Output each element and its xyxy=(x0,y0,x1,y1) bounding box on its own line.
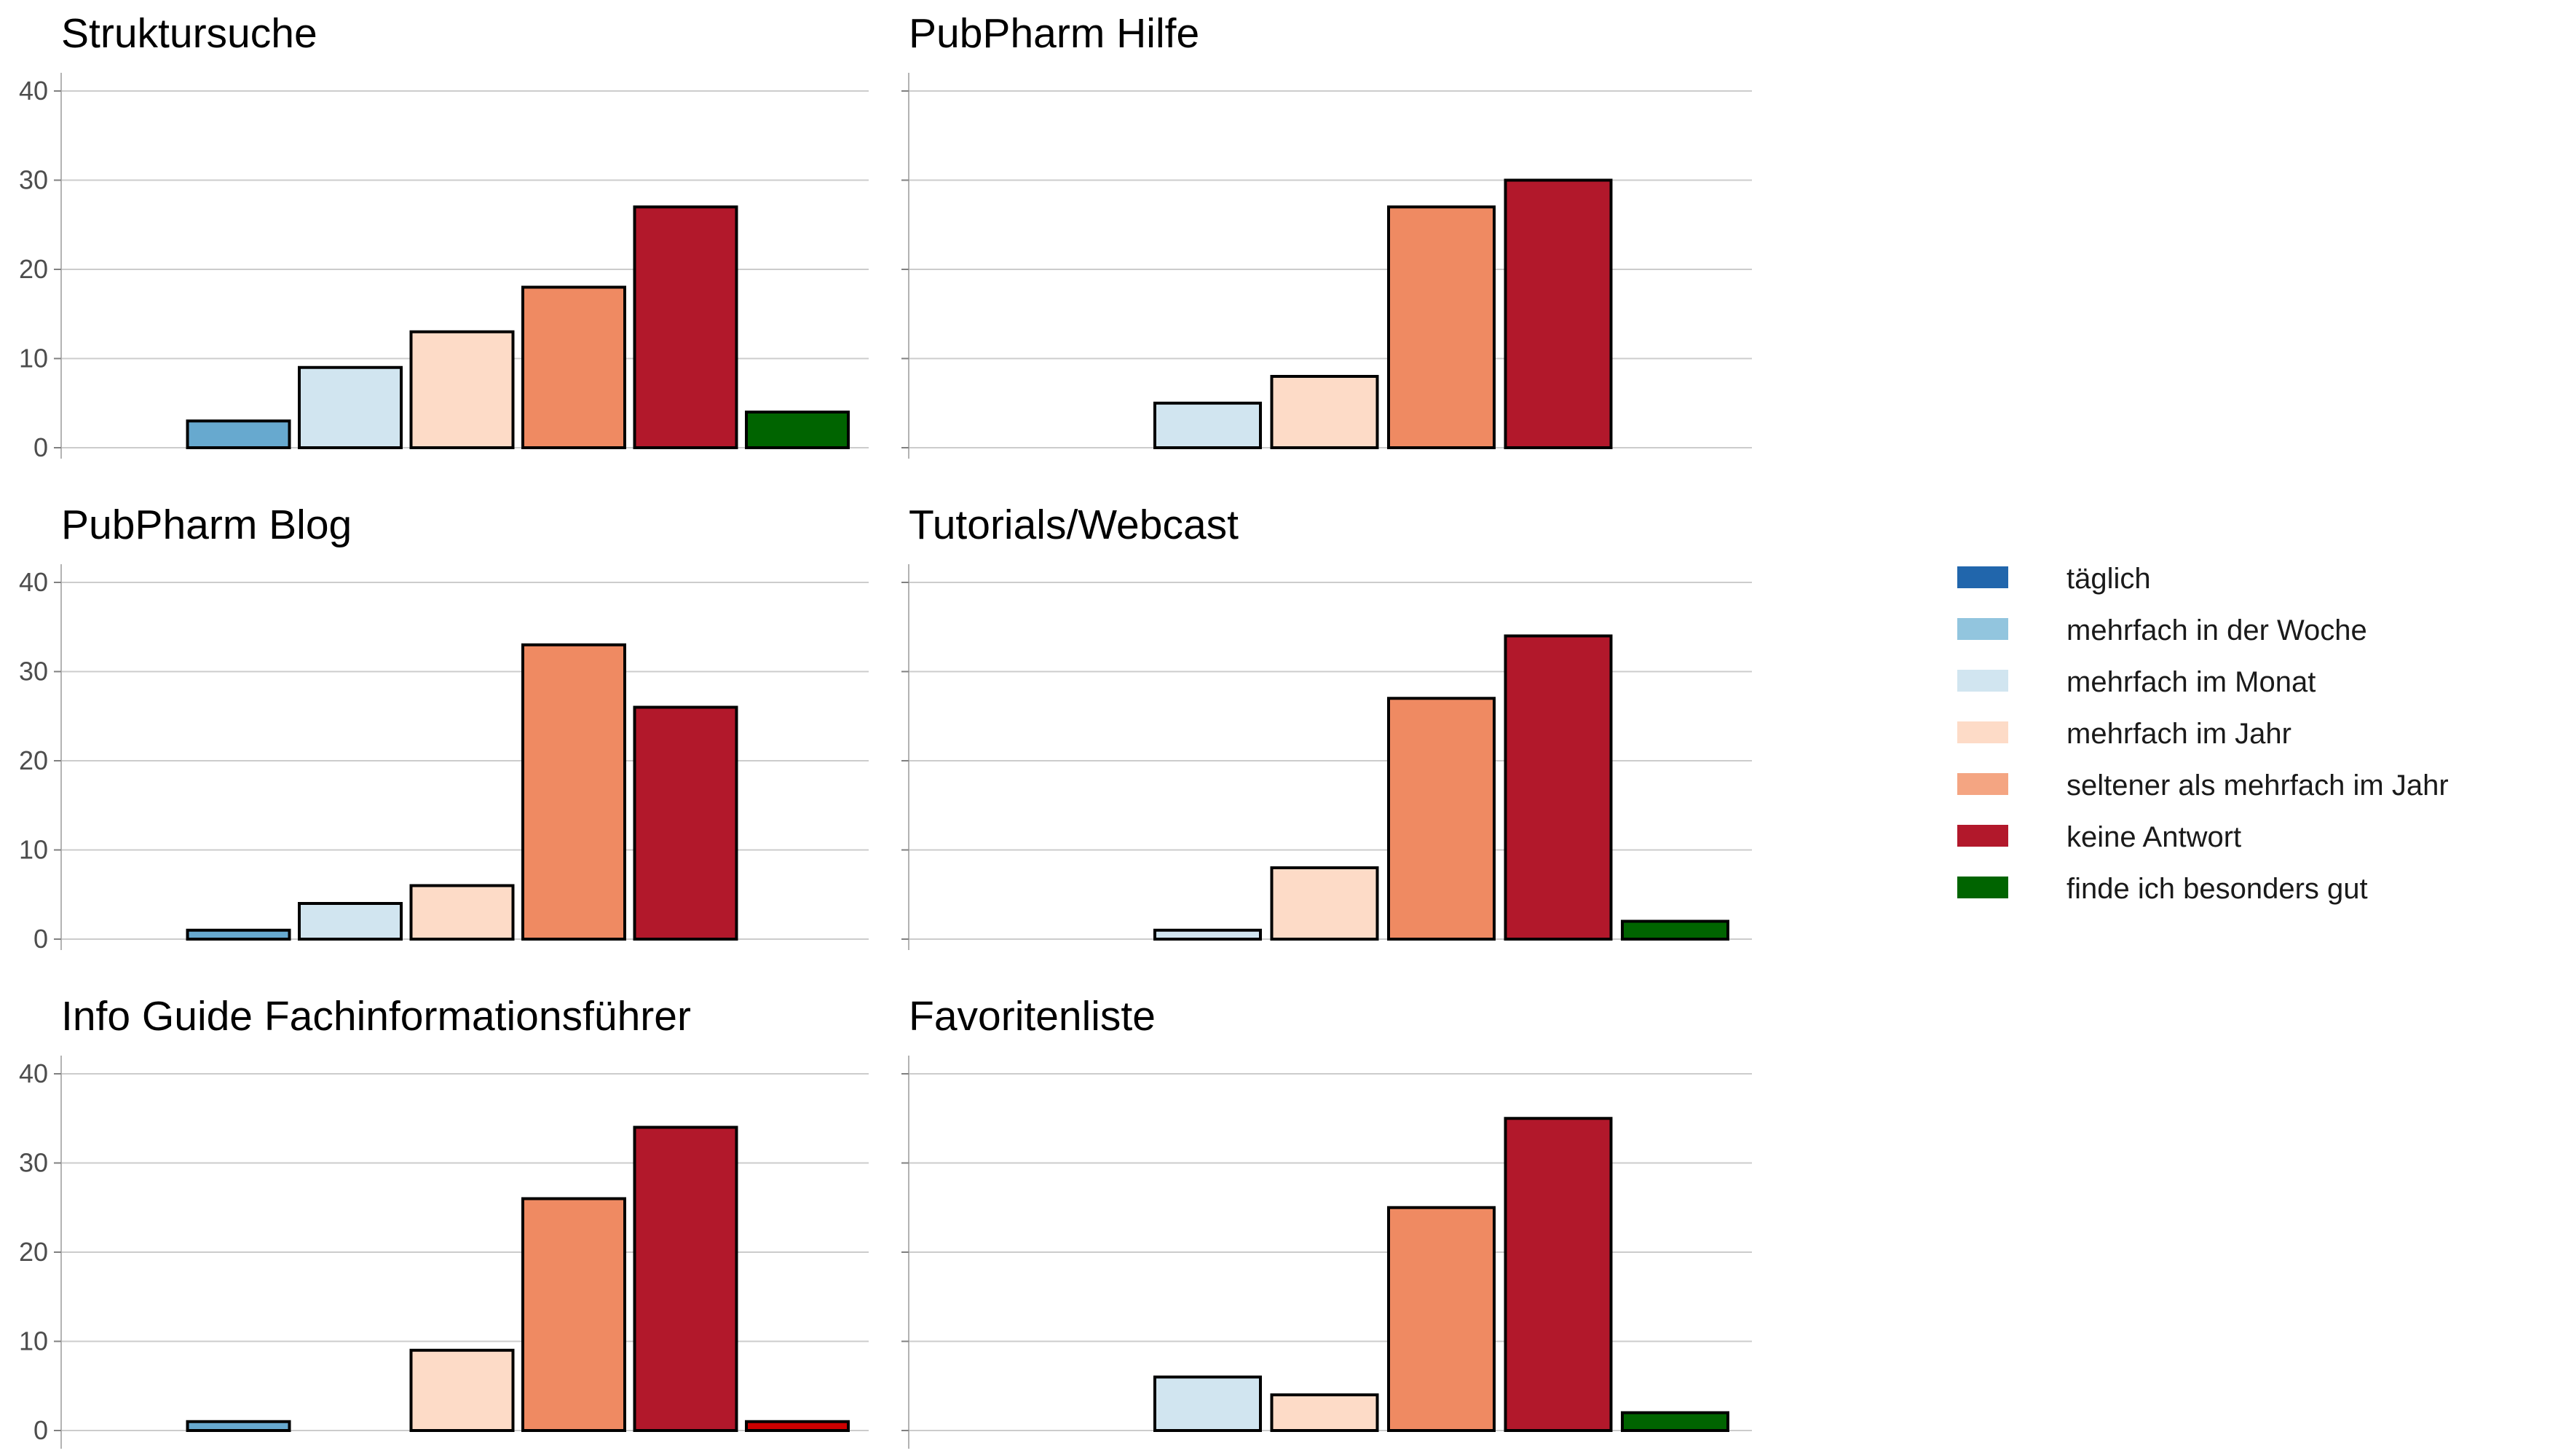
y-tick-label: 20 xyxy=(19,745,48,775)
bar xyxy=(521,643,626,941)
y-tick-label: 20 xyxy=(19,254,48,284)
panel: Favoritenliste xyxy=(901,993,1752,1449)
y-tick-label: 30 xyxy=(19,165,48,195)
y-tick-label: 20 xyxy=(19,1237,48,1267)
legend-swatch xyxy=(1957,877,2008,898)
bar xyxy=(1504,634,1613,941)
bar xyxy=(745,411,850,449)
bar xyxy=(186,419,291,449)
bar xyxy=(1270,1393,1379,1432)
bar xyxy=(409,884,515,941)
bar xyxy=(1153,1375,1262,1432)
y-tick-label: 0 xyxy=(33,432,48,462)
panel: PubPharm Blog 0 10 20 30 40 xyxy=(19,502,869,954)
bar xyxy=(1270,866,1379,941)
legend: täglich mehrfach in der Woche mehrfach im … xyxy=(1957,563,2449,905)
bar xyxy=(1504,178,1613,449)
legend-swatch xyxy=(1957,721,2008,743)
panel-title: Info Guide Fachinformationsführer xyxy=(61,993,691,1040)
legend-swatch xyxy=(1957,825,2008,847)
bar xyxy=(298,365,403,449)
bar xyxy=(633,705,738,941)
y-tick-label: 10 xyxy=(19,1326,48,1356)
legend-swatch xyxy=(1957,618,2008,640)
panel-title: Struktursuche xyxy=(61,10,317,57)
bar xyxy=(521,285,626,449)
bar xyxy=(186,1420,291,1432)
legend-label: seltener als mehrfach im Jahr xyxy=(2066,769,2449,802)
legend-swatch xyxy=(1957,773,2008,795)
bar xyxy=(1387,1206,1496,1432)
y-tick-label: 30 xyxy=(19,657,48,687)
legend-swatch xyxy=(1957,566,2008,588)
panel-title: PubPharm Hilfe xyxy=(909,10,1199,57)
y-tick-label: 40 xyxy=(19,1059,48,1088)
bar xyxy=(298,902,403,941)
bar xyxy=(1387,697,1496,941)
legend-swatch xyxy=(1957,670,2008,692)
bar xyxy=(1504,1117,1613,1432)
y-tick-label: 40 xyxy=(19,76,48,106)
bar xyxy=(409,1348,515,1432)
panel-title: Favoritenliste xyxy=(909,993,1156,1040)
legend-label: mehrfach in der Woche xyxy=(2066,614,2367,646)
legend-label: finde ich besonders gut xyxy=(2066,873,2368,905)
bar xyxy=(1270,375,1379,449)
bar xyxy=(633,205,738,449)
bar xyxy=(521,1197,626,1432)
bar xyxy=(1153,401,1262,449)
panels: Struktursuche 0 10 20 30 40 PubPharm Hilfe PubP… xyxy=(19,10,1752,1449)
y-tick-label: 40 xyxy=(19,567,48,597)
bar xyxy=(1153,928,1262,941)
bar xyxy=(633,1125,738,1432)
panel: Struktursuche 0 10 20 30 40 xyxy=(19,10,869,462)
panel-title: Tutorials/Webcast xyxy=(909,502,1239,548)
bar xyxy=(1387,205,1496,449)
panel: Tutorials/Webcast xyxy=(901,502,1752,950)
y-tick-label: 10 xyxy=(19,344,48,373)
legend-label: keine Antwort xyxy=(2066,821,2241,853)
legend-label: mehrfach im Jahr xyxy=(2066,718,2291,750)
bar xyxy=(1621,919,1729,941)
panel: PubPharm Hilfe xyxy=(901,10,1752,459)
bar xyxy=(409,330,515,449)
y-tick-label: 0 xyxy=(33,1415,48,1445)
y-tick-label: 30 xyxy=(19,1148,48,1178)
legend-label: mehrfach im Monat xyxy=(2066,666,2316,698)
bar xyxy=(186,928,291,941)
y-tick-label: 0 xyxy=(33,924,48,954)
bar xyxy=(1621,1411,1729,1432)
panel: Info Guide Fachinformationsführer 0 10 20 30… xyxy=(19,993,869,1449)
y-tick-label: 10 xyxy=(19,835,48,865)
panel-title: PubPharm Blog xyxy=(61,502,352,548)
legend-label: täglich xyxy=(2066,563,2151,595)
bar xyxy=(745,1420,850,1432)
